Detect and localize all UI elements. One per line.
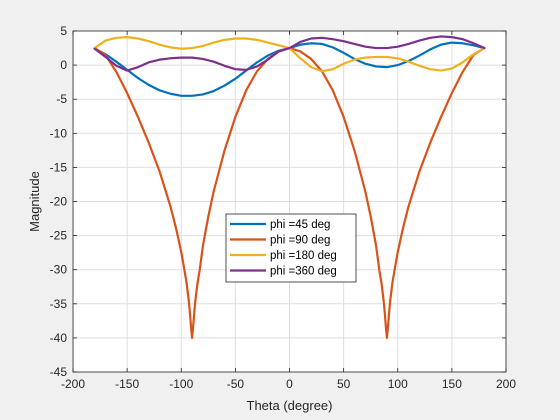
legend-label: phi =90 deg [270,235,330,247]
y-tick-label: -30 [50,263,68,277]
legend-label: phi =360 deg [270,266,337,278]
x-tick-label: 150 [442,377,462,391]
y-tick-label: -5 [56,92,67,106]
x-tick-label: -150 [115,377,139,391]
y-tick-label: -10 [50,126,68,140]
legend: phi =45 deg phi =90 deg phi =180 deg phi =3… [225,213,357,283]
legend-label: phi =45 deg [270,219,330,231]
x-tick-label: -50 [227,377,245,391]
legend-label: phi =180 deg [270,250,337,262]
y-tick-label: 0 [60,58,67,72]
x-tick-label: 50 [337,377,351,391]
x-tick-label: 200 [496,377,516,391]
y-tick-label: -25 [50,229,68,243]
y-axis-label: Magnitude [27,171,42,232]
grid [72,30,507,373]
series-lines [93,35,486,339]
x-tick-label: -200 [61,377,85,391]
x-axis-label: Theta (degree) [247,398,333,413]
y-tick-label: -15 [50,160,68,174]
y-tick-label: -20 [50,195,68,209]
y-tick-label: -45 [50,365,68,379]
x-tick-label: 0 [286,377,293,391]
x-tick-label: -100 [169,377,193,391]
x-tick-label: 100 [388,377,408,391]
y-tick-label: -35 [50,297,68,311]
series-line-4 [93,35,486,72]
ticks: -200 -150 -100 -50 0 50 100 150 20050-5-10-15-20… [50,24,517,391]
y-tick-label: 5 [60,24,67,38]
y-tick-label: -40 [50,331,68,345]
